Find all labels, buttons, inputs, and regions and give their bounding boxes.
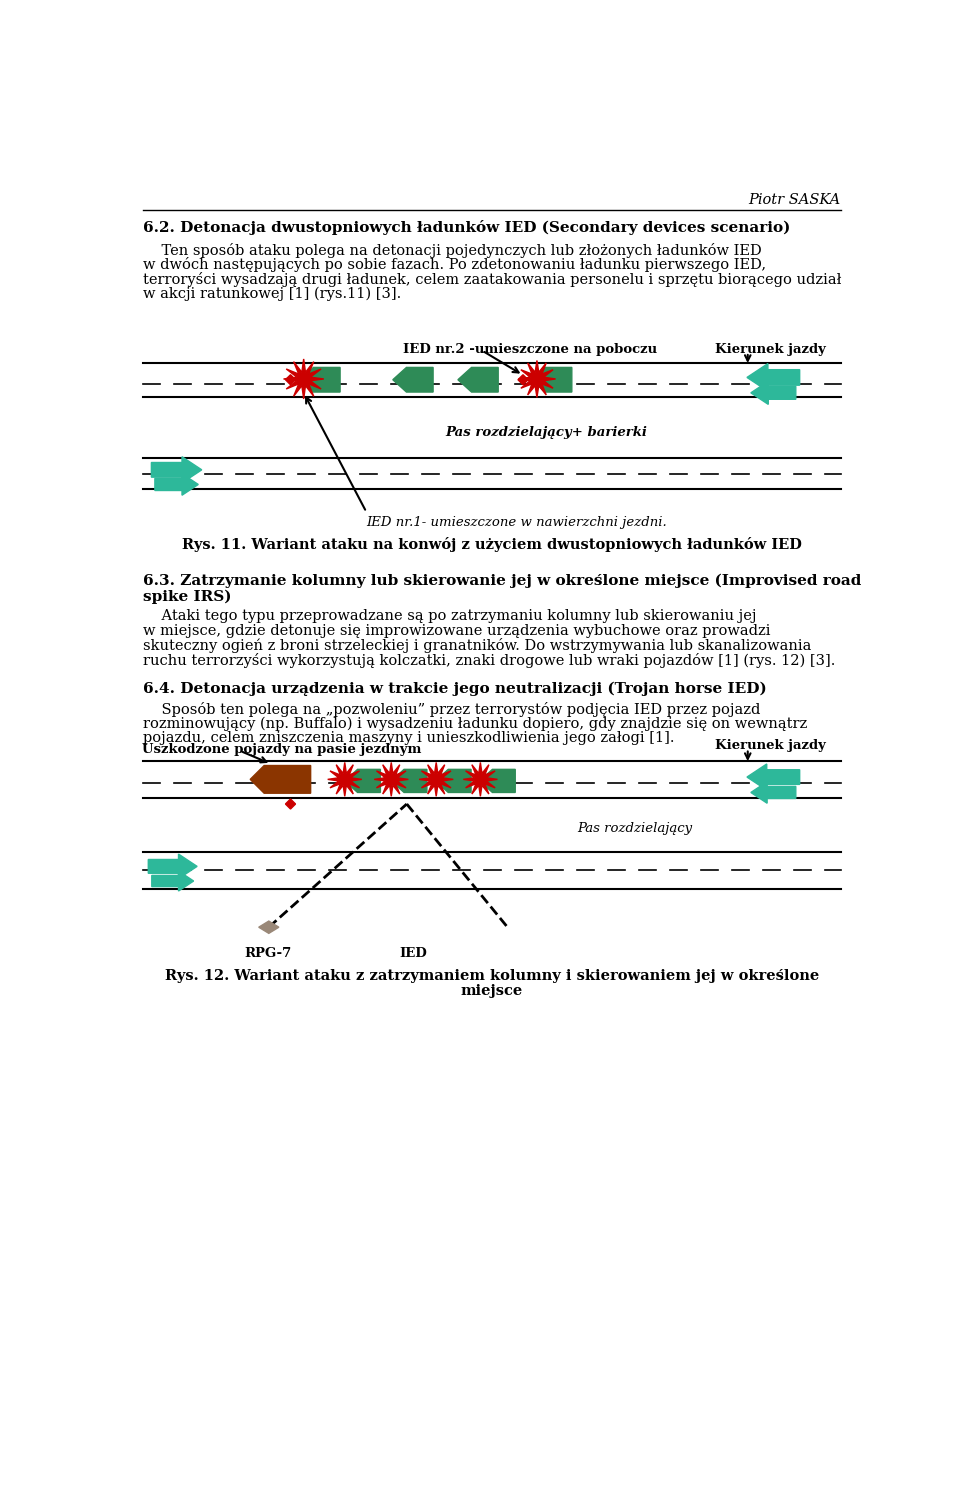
Text: skuteczny ogień z broni strzeleckiej i granatników. Do wstrzymywania lub skanali: skuteczny ogień z broni strzeleckiej i g…: [143, 638, 811, 653]
Text: Ten sposób ataku polega na detonacji pojedynczych lub złożonych ładunków IED: Ten sposób ataku polega na detonacji poj…: [143, 243, 762, 258]
Text: IED nr.2 -umieszczone na poboczu: IED nr.2 -umieszczone na poboczu: [403, 343, 657, 356]
Polygon shape: [285, 374, 296, 385]
Polygon shape: [283, 359, 324, 398]
Polygon shape: [155, 474, 199, 495]
Text: pojazdu, celem zniszczenia maszyny i unieszkodliwienia jego załogi [1].: pojazdu, celem zniszczenia maszyny i uni…: [143, 730, 675, 745]
Polygon shape: [345, 770, 380, 792]
Polygon shape: [464, 762, 497, 797]
Text: Kierunek jazdy: Kierunek jazdy: [715, 739, 826, 753]
Text: w dwóch następujących po sobie fazach. Po zdetonowaniu ładunku pierwszego IED,: w dwóch następujących po sobie fazach. P…: [143, 258, 766, 272]
Text: 6.3. Zatrzymanie kolumny lub skierowanie jej w określone miejsce (Improvised roa: 6.3. Zatrzymanie kolumny lub skierowanie…: [143, 573, 862, 589]
Polygon shape: [532, 367, 572, 392]
Text: terroryści wysadzają drugi ładunek, celem zaatakowania personelu i sprzętu biorą: terroryści wysadzają drugi ładunek, cele…: [143, 272, 842, 287]
Polygon shape: [259, 920, 278, 934]
Polygon shape: [327, 762, 362, 797]
Text: Kierunek jazdy: Kierunek jazdy: [715, 343, 826, 356]
Text: Uszkodzone pojazdy na pasie jezdnym: Uszkodzone pojazdy na pasie jezdnym: [142, 742, 421, 756]
Text: Rys. 11. Wariant ataku na konwój z użyciem dwustopniowych ładunków IED: Rys. 11. Wariant ataku na konwój z użyci…: [182, 537, 802, 552]
Polygon shape: [152, 457, 202, 483]
Polygon shape: [392, 770, 427, 792]
Polygon shape: [374, 762, 408, 797]
Text: spike IRS): spike IRS): [143, 589, 231, 604]
Text: Piotr SASKA: Piotr SASKA: [749, 193, 841, 207]
Polygon shape: [480, 770, 516, 792]
Polygon shape: [285, 798, 296, 809]
Polygon shape: [300, 367, 340, 392]
Polygon shape: [251, 765, 311, 794]
Text: 6.4. Detonacja urządzenia w trakcie jego neutralizacji (Trojan horse IED): 6.4. Detonacja urządzenia w trakcie jego…: [143, 682, 767, 696]
Polygon shape: [152, 871, 194, 890]
Polygon shape: [458, 367, 498, 392]
Text: 6.2. Detonacja dwustopniowych ładunków IED (Secondary devices scenario): 6.2. Detonacja dwustopniowych ładunków I…: [143, 220, 791, 234]
Polygon shape: [747, 364, 800, 391]
Polygon shape: [751, 382, 796, 404]
Text: rozminowujący (np. Buffalo) i wysadzeniu ładunku dopiero, gdy znajdzie się on we: rozminowujący (np. Buffalo) i wysadzeniu…: [143, 717, 807, 730]
Polygon shape: [393, 367, 433, 392]
Polygon shape: [420, 762, 453, 797]
Text: RPG-7: RPG-7: [244, 948, 291, 960]
Text: w akcji ratunkowej [1] (rys.11) [3].: w akcji ratunkowej [1] (rys.11) [3].: [143, 287, 401, 300]
Polygon shape: [751, 782, 796, 803]
Text: Ataki tego typu przeprowadzane są po zatrzymaniu kolumny lub skierowaniu jej: Ataki tego typu przeprowadzane są po zat…: [143, 610, 756, 623]
Text: Pas rozdzielający: Pas rozdzielający: [577, 822, 692, 834]
Text: w miejsce, gdzie detonuje się improwizowane urządzenia wybuchowe oraz prowadzi: w miejsce, gdzie detonuje się improwizow…: [143, 623, 771, 638]
Text: miejsce: miejsce: [461, 984, 523, 997]
Polygon shape: [518, 361, 556, 397]
Polygon shape: [148, 854, 197, 878]
Text: IED nr.1- umieszczone w nawierzchni jezdni.: IED nr.1- umieszczone w nawierzchni jezd…: [367, 516, 667, 530]
Text: IED: IED: [399, 948, 427, 960]
Text: Rys. 12. Wariant ataku z zatrzymaniem kolumny i skierowaniem jej w określone: Rys. 12. Wariant ataku z zatrzymaniem ko…: [165, 969, 819, 982]
Text: ruchu terrorzyści wykorzystują kolczatki, znaki drogowe lub wraki pojazdów [1] (: ruchu terrorzyści wykorzystują kolczatki…: [143, 653, 835, 668]
Text: Pas rozdzielający+ barierki: Pas rozdzielający+ barierki: [445, 426, 647, 439]
Polygon shape: [518, 374, 528, 385]
Polygon shape: [747, 764, 800, 791]
Text: Sposób ten polega na „pozwoleniu” przez terrorystów podjęcia IED przez pojazd: Sposób ten polega na „pozwoleniu” przez …: [143, 702, 760, 717]
Polygon shape: [436, 770, 471, 792]
